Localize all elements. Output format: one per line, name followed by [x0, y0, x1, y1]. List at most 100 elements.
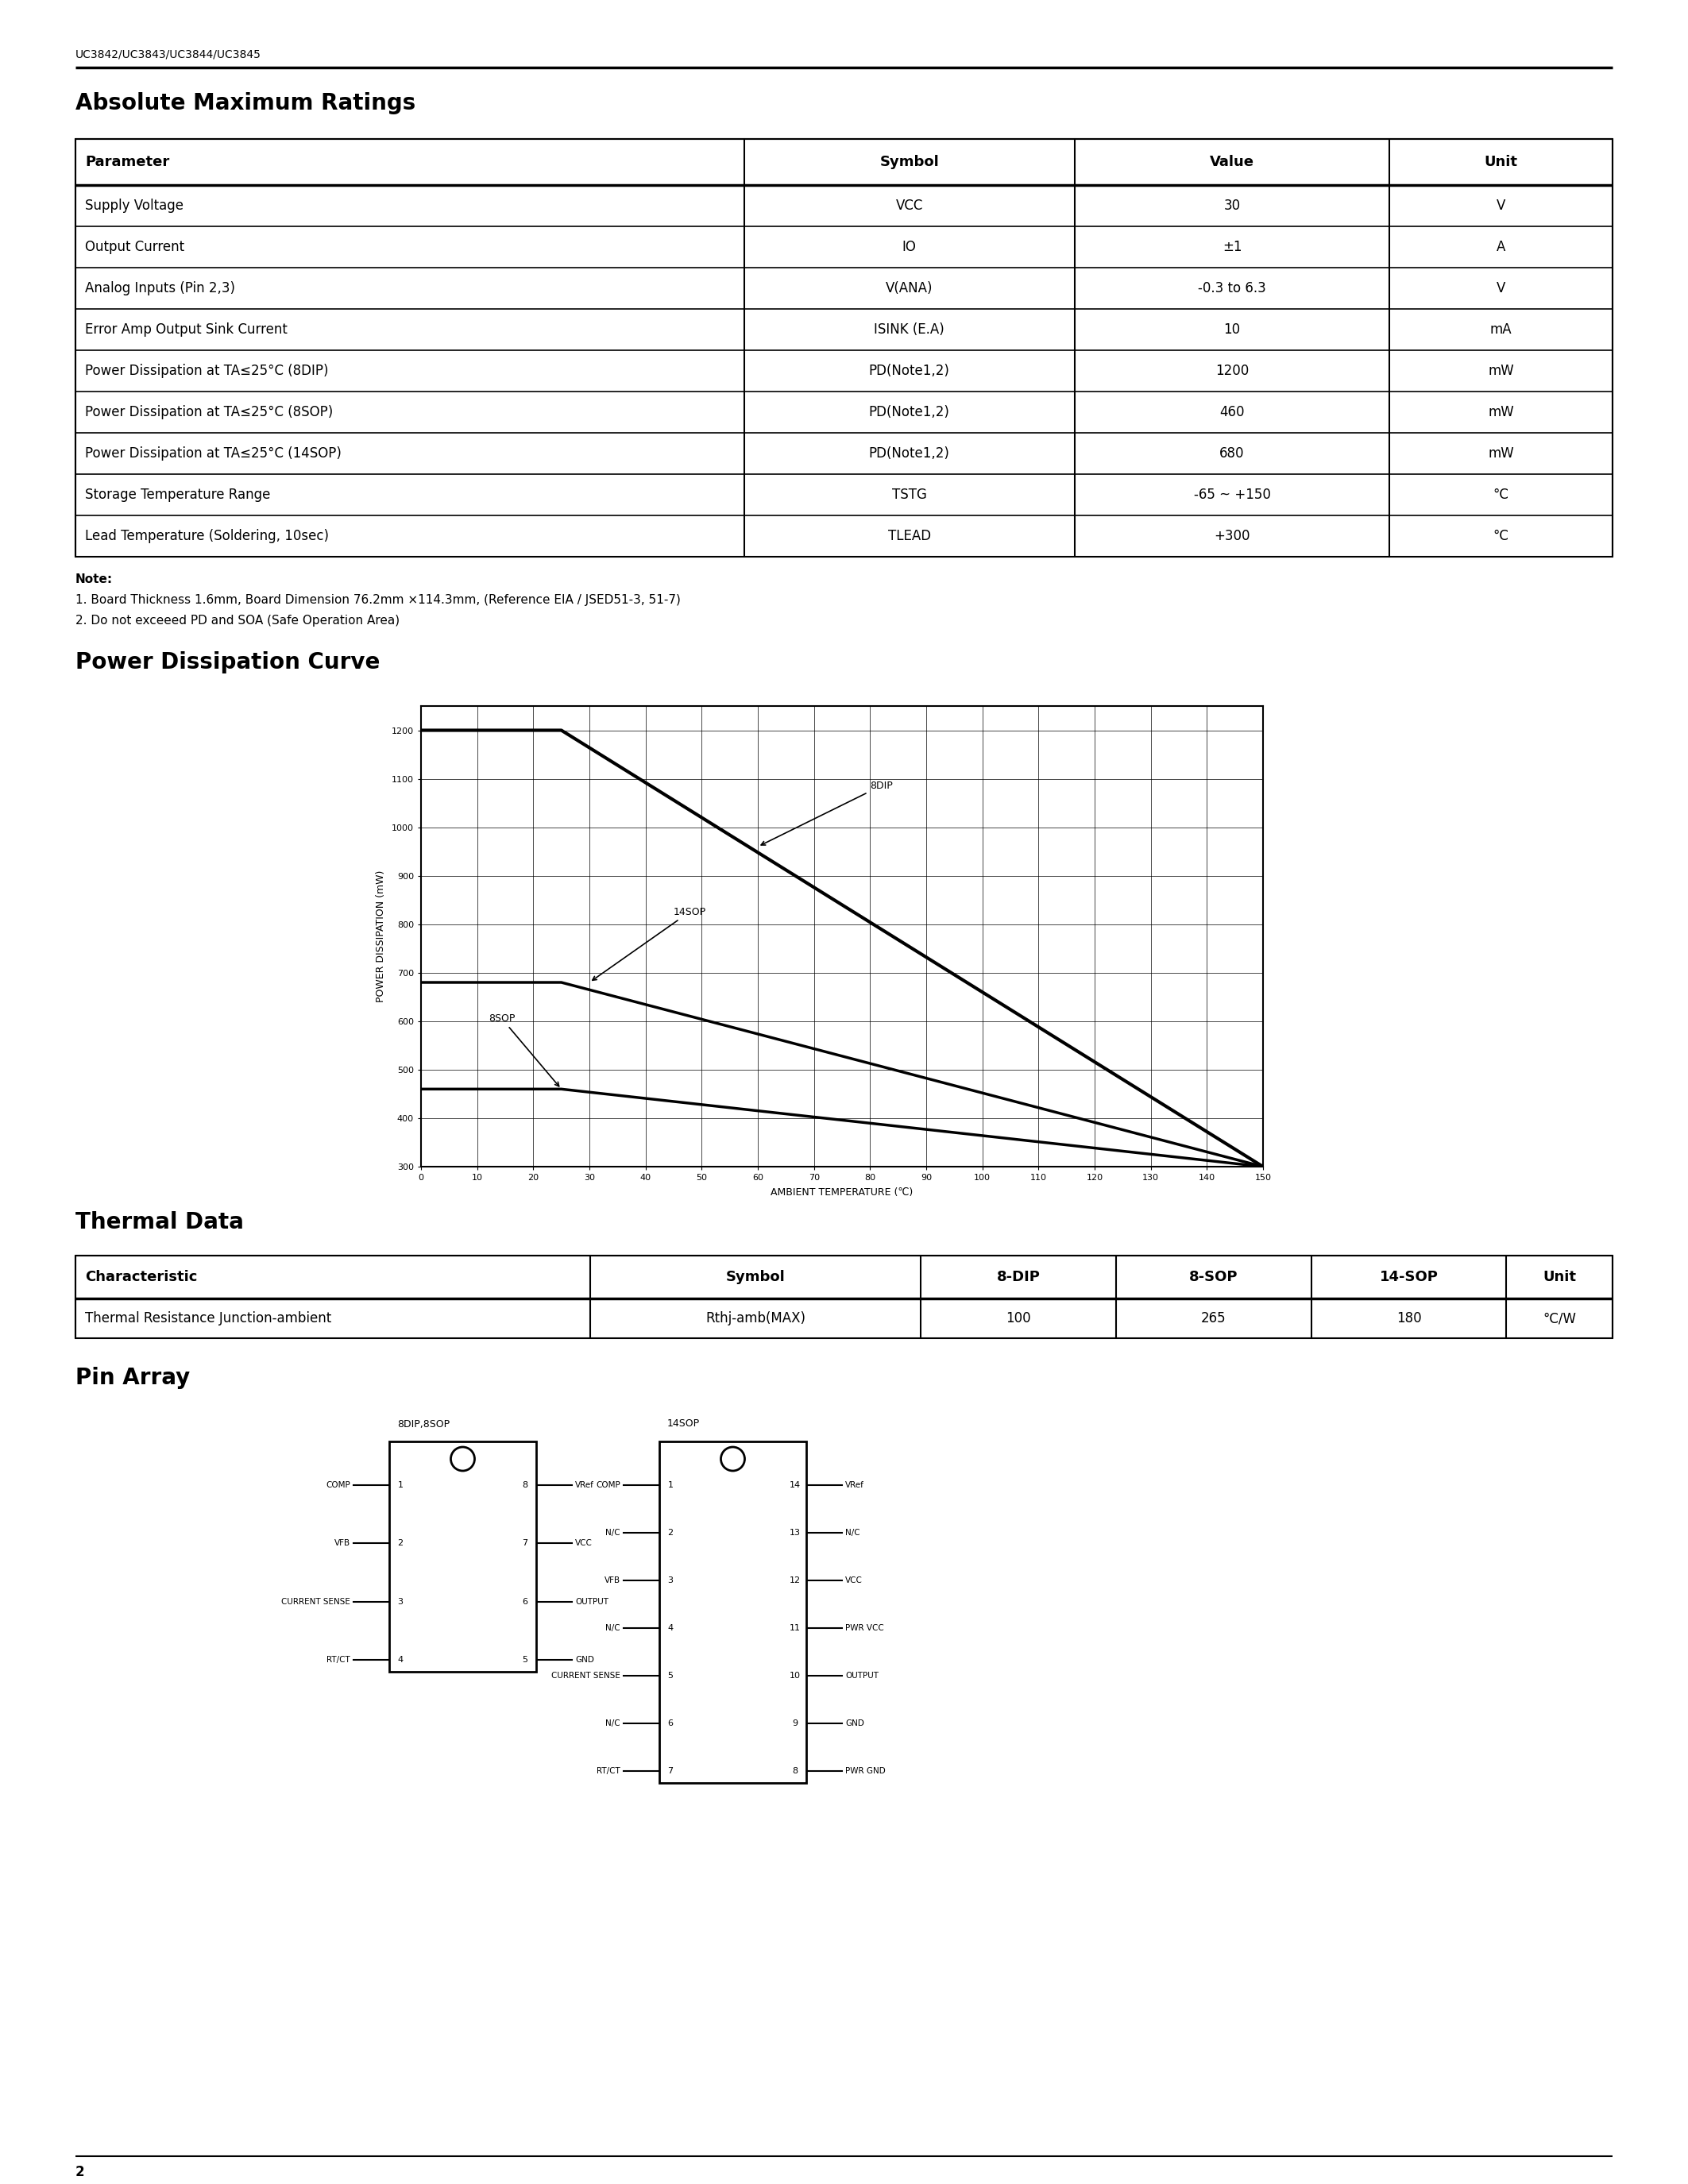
Text: 8DIP,8SOP: 8DIP,8SOP [397, 1420, 449, 1428]
Text: Power Dissipation Curve: Power Dissipation Curve [76, 651, 380, 673]
Text: 10: 10 [790, 1671, 800, 1679]
Text: 12: 12 [790, 1577, 800, 1583]
Text: °C: °C [1494, 487, 1509, 502]
Text: °C/W: °C/W [1543, 1310, 1577, 1326]
Text: Power Dissipation at TA≤25°C (8DIP): Power Dissipation at TA≤25°C (8DIP) [84, 365, 329, 378]
Text: VRef: VRef [576, 1481, 594, 1489]
Text: mW: mW [1489, 404, 1514, 419]
Text: Power Dissipation at TA≤25°C (8SOP): Power Dissipation at TA≤25°C (8SOP) [84, 404, 333, 419]
Text: UC3842/UC3843/UC3844/UC3845: UC3842/UC3843/UC3844/UC3845 [76, 48, 262, 59]
Text: Power Dissipation at TA≤25°C (14SOP): Power Dissipation at TA≤25°C (14SOP) [84, 446, 341, 461]
Text: Unit: Unit [1484, 155, 1518, 168]
Text: Error Amp Output Sink Current: Error Amp Output Sink Current [84, 323, 287, 336]
Text: 2: 2 [76, 2164, 84, 2180]
Text: PD(Note1,2): PD(Note1,2) [869, 404, 950, 419]
Text: A: A [1497, 240, 1506, 253]
Circle shape [721, 1448, 744, 1470]
Text: OUTPUT: OUTPUT [846, 1671, 878, 1679]
Text: 8: 8 [522, 1481, 528, 1489]
Text: 2: 2 [668, 1529, 674, 1538]
Text: Analog Inputs (Pin 2,3): Analog Inputs (Pin 2,3) [84, 282, 235, 295]
Text: N/C: N/C [606, 1625, 621, 1631]
Text: 8: 8 [792, 1767, 798, 1776]
Text: 1. Board Thickness 1.6mm, Board Dimension 76.2mm ×114.3mm, (Reference EIA / JSED: 1. Board Thickness 1.6mm, Board Dimensio… [76, 594, 680, 605]
Text: 14-SOP: 14-SOP [1379, 1269, 1438, 1284]
Text: V: V [1497, 199, 1506, 212]
Text: Thermal Resistance Junction-ambient: Thermal Resistance Junction-ambient [84, 1310, 331, 1326]
Text: N/C: N/C [846, 1529, 859, 1538]
Bar [76, 1256, 1612, 1339]
Text: IO: IO [901, 240, 917, 253]
Text: ISINK (E.A): ISINK (E.A) [874, 323, 945, 336]
Text: mW: mW [1489, 365, 1514, 378]
Text: 8-DIP: 8-DIP [996, 1269, 1040, 1284]
Text: VFB: VFB [334, 1540, 351, 1546]
Text: CURRENT SENSE: CURRENT SENSE [552, 1671, 621, 1679]
Text: N/C: N/C [606, 1529, 621, 1538]
Text: 2. Do not exceeed PD and SOA (Safe Operation Area): 2. Do not exceeed PD and SOA (Safe Opera… [76, 614, 400, 627]
Text: -65 ~ +150: -65 ~ +150 [1193, 487, 1271, 502]
Text: Parameter: Parameter [84, 155, 169, 168]
Text: 6: 6 [522, 1599, 528, 1605]
Text: VCC: VCC [576, 1540, 592, 1546]
Text: 11: 11 [790, 1625, 800, 1631]
Text: Lead Temperature (Soldering, 10sec): Lead Temperature (Soldering, 10sec) [84, 529, 329, 544]
Text: 3: 3 [668, 1577, 674, 1583]
Text: 30: 30 [1224, 199, 1241, 212]
Bar [76, 140, 1612, 557]
Text: Pin Array: Pin Array [76, 1367, 191, 1389]
Text: V: V [1497, 282, 1506, 295]
Text: TSTG: TSTG [891, 487, 927, 502]
Text: 14SOP: 14SOP [592, 906, 706, 981]
Text: 7: 7 [522, 1540, 528, 1546]
Text: VFB: VFB [604, 1577, 621, 1583]
Text: 4: 4 [668, 1625, 674, 1631]
Text: Thermal Data: Thermal Data [76, 1212, 243, 1234]
Text: Supply Voltage: Supply Voltage [84, 199, 184, 212]
Text: 6: 6 [668, 1719, 674, 1728]
Text: 10: 10 [1224, 323, 1241, 336]
Text: Characteristic: Characteristic [84, 1269, 197, 1284]
X-axis label: AMBIENT TEMPERATURE (℃): AMBIENT TEMPERATURE (℃) [771, 1188, 913, 1197]
Text: 14SOP: 14SOP [667, 1420, 701, 1428]
Text: 13: 13 [790, 1529, 800, 1538]
Text: 1: 1 [398, 1481, 403, 1489]
Text: Unit: Unit [1543, 1269, 1577, 1284]
Text: GND: GND [576, 1655, 594, 1664]
Text: 265: 265 [1202, 1310, 1225, 1326]
Text: 3: 3 [398, 1599, 403, 1605]
Text: PD(Note1,2): PD(Note1,2) [869, 446, 950, 461]
Text: mW: mW [1489, 446, 1514, 461]
Text: RT/CT: RT/CT [598, 1767, 621, 1776]
Text: 1: 1 [668, 1481, 674, 1489]
Text: Value: Value [1210, 155, 1254, 168]
Bar [660, 1441, 807, 1782]
Y-axis label: POWER DISSIPATION (mW): POWER DISSIPATION (mW) [376, 869, 387, 1002]
Text: OUTPUT: OUTPUT [576, 1599, 608, 1605]
Text: PWR GND: PWR GND [846, 1767, 886, 1776]
Text: 2: 2 [398, 1540, 403, 1546]
Text: 1200: 1200 [1215, 365, 1249, 378]
Text: Absolute Maximum Ratings: Absolute Maximum Ratings [76, 92, 415, 114]
Text: VRef: VRef [846, 1481, 864, 1489]
Text: °C: °C [1494, 529, 1509, 544]
Text: Output Current: Output Current [84, 240, 184, 253]
Circle shape [451, 1448, 474, 1470]
Text: PD(Note1,2): PD(Note1,2) [869, 365, 950, 378]
Text: -0.3 to 6.3: -0.3 to 6.3 [1198, 282, 1266, 295]
Text: N/C: N/C [606, 1719, 621, 1728]
Text: TLEAD: TLEAD [888, 529, 930, 544]
Text: 8-SOP: 8-SOP [1190, 1269, 1237, 1284]
Text: 8SOP: 8SOP [488, 1013, 559, 1085]
Text: Symbol: Symbol [726, 1269, 785, 1284]
Text: mA: mA [1491, 323, 1512, 336]
Text: 4: 4 [398, 1655, 403, 1664]
Text: 460: 460 [1220, 404, 1244, 419]
Text: Note:: Note: [76, 572, 113, 585]
Bar [390, 1441, 537, 1671]
Text: 680: 680 [1220, 446, 1244, 461]
Text: ±1: ±1 [1222, 240, 1242, 253]
Text: CURRENT SENSE: CURRENT SENSE [282, 1599, 351, 1605]
Text: RT/CT: RT/CT [327, 1655, 351, 1664]
Text: 5: 5 [522, 1655, 528, 1664]
